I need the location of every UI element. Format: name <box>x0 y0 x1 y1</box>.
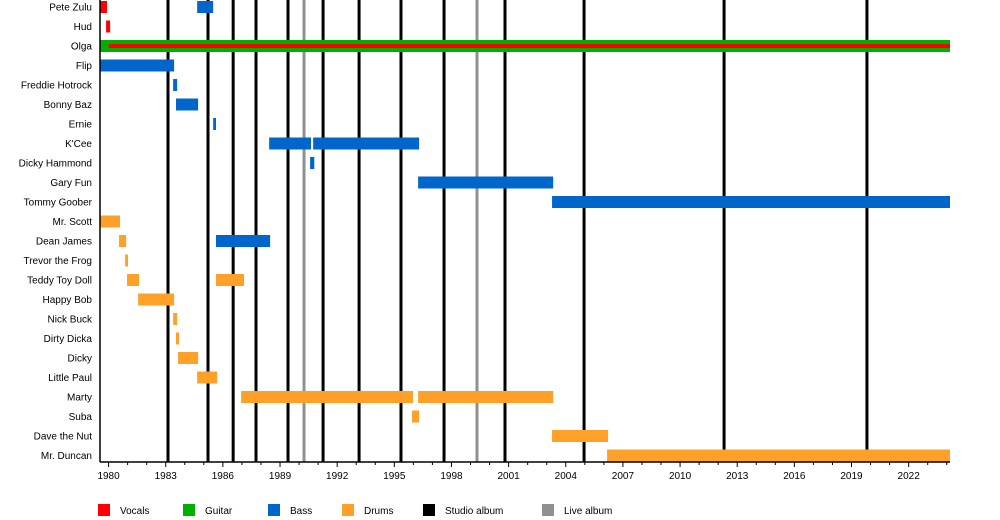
member-label: Dean James <box>36 237 92 248</box>
member-label: Mr. Duncan <box>41 451 92 462</box>
member-bars <box>100 1 950 462</box>
bar-drums <box>412 410 420 423</box>
bar-bass <box>269 137 312 150</box>
bar-drums <box>176 332 180 345</box>
bar-bass <box>418 176 554 189</box>
bar-bass <box>310 157 315 169</box>
album-lines <box>166 0 869 462</box>
member-label: Freddie Hotrock <box>21 81 93 92</box>
bar-drums <box>138 293 175 306</box>
tick-label: 2001 <box>497 471 520 482</box>
tick-label: 2019 <box>840 471 863 482</box>
x-axis: 1980 1983 1986 1989 1992 1995 1998 2001 2004 2007… <box>97 0 950 482</box>
legend-swatch <box>542 504 554 516</box>
bar-vocals <box>100 1 108 13</box>
tick-label: 2022 <box>898 471 921 482</box>
member-label: Hud <box>74 22 92 33</box>
bar-bass <box>213 118 217 130</box>
member-label: Happy Bob <box>43 295 93 306</box>
bar-drums <box>241 391 413 403</box>
bar-bass <box>197 1 214 13</box>
tick-label: 2010 <box>669 471 692 482</box>
legend-label: Bass <box>290 506 312 517</box>
member-label: Little Paul <box>48 373 92 384</box>
bar-drums <box>607 449 950 462</box>
tick-label: 2016 <box>783 471 806 482</box>
member-label: Tommy Goober <box>24 198 93 209</box>
member-label: Ernie <box>69 120 93 131</box>
tick-label: 2007 <box>612 471 635 482</box>
bar-drums <box>173 313 178 325</box>
bar-bass <box>176 98 199 111</box>
member-label: Nick Buck <box>48 315 93 326</box>
member-label: Dave the Nut <box>34 432 93 443</box>
member-label: Trevor the Frog <box>23 256 92 267</box>
bar-vocals <box>108 44 950 48</box>
tick-label: 1986 <box>212 471 235 482</box>
bar-drums <box>178 352 199 364</box>
bar-drums <box>100 215 121 228</box>
tick-label: 2004 <box>555 471 578 482</box>
bar-drums <box>216 274 245 286</box>
member-label: Flip <box>76 61 93 72</box>
bar-bass <box>216 235 271 247</box>
legend-swatch <box>268 504 280 516</box>
legend-swatch <box>342 504 354 516</box>
member-label: Gary Fun <box>50 178 92 189</box>
tick-label: 1998 <box>440 471 463 482</box>
member-label: Suba <box>69 412 93 423</box>
bar-drums <box>418 391 554 403</box>
member-label: Dicky <box>68 354 92 365</box>
legend-swatch <box>423 504 435 516</box>
tick-label: 1995 <box>383 471 406 482</box>
bar-drums <box>125 254 129 267</box>
legend-label: Live album <box>564 506 612 517</box>
bar-bass <box>552 196 950 208</box>
legend-label: Studio album <box>445 506 503 517</box>
bar-bass <box>313 137 420 150</box>
tick-label: 1992 <box>326 471 349 482</box>
legend: Vocals Guitar Bass Drums Studio album Live al… <box>98 504 612 517</box>
bar-vocals <box>106 20 111 33</box>
legend-label: Drums <box>364 506 393 517</box>
member-label: Bonny Baz <box>44 100 92 111</box>
member-label: Teddy Toy Doll <box>27 276 92 287</box>
legend-swatch <box>183 504 195 516</box>
tick-label: 2013 <box>726 471 749 482</box>
legend-label: Guitar <box>205 506 233 517</box>
bar-bass <box>100 59 175 72</box>
bar-drums <box>197 371 218 384</box>
legend-label: Vocals <box>120 506 149 517</box>
tick-label: 1989 <box>269 471 292 482</box>
member-label: Dirty Dicka <box>44 334 93 345</box>
member-label: Pete Zulu <box>49 3 92 14</box>
member-label: Mr. Scott <box>53 217 93 228</box>
bar-drums <box>127 274 140 286</box>
tick-label: 1980 <box>97 471 120 482</box>
bar-drums <box>552 430 609 442</box>
bar-drums <box>119 235 127 247</box>
member-labels: Pete Zulu Hud Olga Flip Freddie Hotrock Bonny… <box>19 3 93 463</box>
member-label: Dicky Hammond <box>19 159 92 170</box>
tick-label: 1983 <box>155 471 178 482</box>
bar-bass <box>173 79 178 91</box>
member-label: Olga <box>71 42 93 53</box>
member-label: K'Cee <box>65 139 92 150</box>
member-label: Marty <box>67 393 92 404</box>
legend-swatch <box>98 504 110 516</box>
